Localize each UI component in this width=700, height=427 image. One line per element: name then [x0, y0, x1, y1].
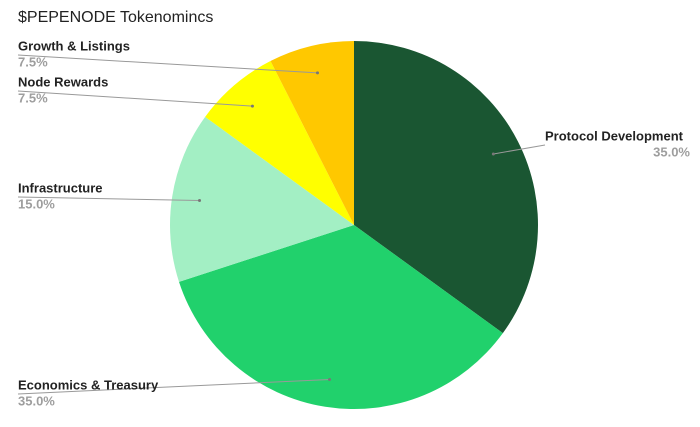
leader-dot	[315, 71, 319, 75]
value-label: 15.0%	[18, 196, 55, 211]
leader-line	[493, 144, 546, 155]
pie-slice	[205, 61, 354, 226]
slice-label: Economics & Treasury	[18, 377, 159, 392]
leader-line	[17, 54, 318, 74]
value-label: 7.5%	[18, 90, 48, 105]
value-label: 7.5%	[18, 54, 48, 69]
leader-line	[17, 196, 200, 202]
leader-dot	[250, 104, 254, 108]
pie-slice	[179, 225, 503, 410]
slice-label: Node Rewards	[18, 74, 108, 89]
leader-line	[17, 378, 330, 395]
leader-dot	[198, 199, 202, 203]
chart-title: $PEPENODE Tokenomincs	[18, 9, 213, 26]
slice-label: Infrastructure	[18, 180, 103, 195]
pie-slice	[354, 41, 539, 334]
leader-line	[17, 90, 253, 107]
leader-dot	[328, 377, 332, 381]
slice-label: Protocol Development	[545, 128, 684, 143]
leader-dot	[491, 152, 495, 156]
pie-slice	[270, 41, 354, 225]
pie-slice	[170, 116, 354, 282]
slice-label: Growth & Listings	[18, 38, 130, 53]
value-label: 35.0%	[653, 144, 690, 159]
value-label: 35.0%	[18, 393, 55, 408]
